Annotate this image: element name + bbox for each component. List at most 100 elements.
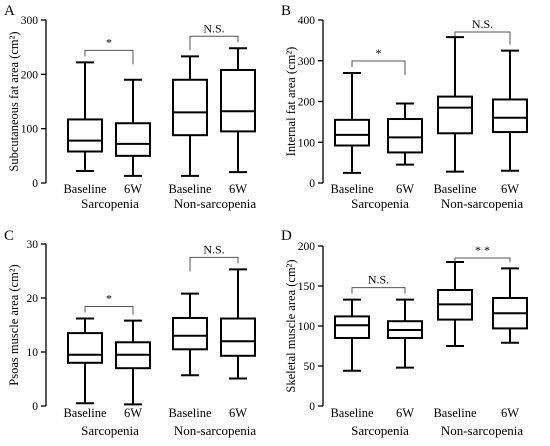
bracket-line (351, 287, 406, 294)
group-label: Non-sarcopenia (174, 423, 257, 438)
iqr-box (334, 118, 370, 147)
iqr-box (387, 118, 423, 154)
significance-bracket: * (84, 35, 134, 65)
box-2 (115, 319, 151, 406)
significance-bracket: * (84, 292, 134, 315)
y-axis-label: Internal fat area (cm²) (284, 47, 298, 157)
bracket-line (351, 60, 406, 75)
y-tick-label: 100 (298, 137, 316, 149)
box-2 (387, 298, 423, 369)
y-tick-label: 20 (27, 293, 39, 305)
group-label: Non-sarcopenia (441, 196, 524, 211)
box-3 (172, 55, 208, 177)
y-tick-label: 150 (298, 281, 316, 293)
x-category-label: 6W (501, 406, 519, 420)
box-4 (220, 268, 256, 380)
x-category-label: 6W (229, 406, 247, 420)
iqr-box (220, 317, 256, 357)
group-label: Sarcopenia (351, 423, 409, 438)
y-tick-label: 400 (298, 15, 316, 27)
bracket-line (189, 256, 239, 272)
box-2 (387, 102, 423, 166)
significance-label: * (106, 35, 112, 49)
iqr-box (115, 122, 151, 157)
significance-bracket: N.S. (189, 21, 239, 51)
significance-label: * (376, 46, 382, 60)
box-2 (115, 78, 151, 177)
significance-label: N.S. (472, 17, 493, 31)
x-category-label: 6W (501, 182, 519, 196)
box-1 (67, 61, 103, 173)
box-4 (492, 49, 528, 172)
significance-bracket: * (351, 46, 406, 75)
y-tick-label: 0 (309, 178, 315, 190)
y-axis-label: Skeletal muscle area (cm²) (284, 259, 298, 392)
box-1 (334, 71, 370, 174)
iqr-box (67, 332, 103, 364)
box-3 (172, 292, 208, 377)
x-category-label: 6W (124, 406, 142, 420)
panel-b: B 0 100 200 300 400 Internal fat area (cm²) Bas… (281, 3, 528, 211)
x-category-label: 6W (229, 182, 247, 196)
box-4 (220, 47, 256, 174)
box-3 (437, 261, 473, 347)
group-label: Sarcopenia (81, 423, 139, 438)
y-tick-label: 50 (304, 361, 316, 373)
box-3 (437, 36, 473, 173)
y-tick-label: 200 (21, 69, 39, 81)
y-tick-label: 0 (309, 401, 315, 413)
x-category-label: Baseline (330, 406, 373, 420)
iqr-box (492, 98, 528, 134)
panel-letter: C (4, 228, 14, 244)
y-tick-label: 200 (298, 97, 316, 109)
y-tick-label: 300 (298, 56, 316, 68)
iqr-box (67, 118, 103, 153)
significance-label: * (106, 292, 112, 306)
y-tick-label: 100 (21, 124, 39, 136)
box-4 (492, 267, 528, 344)
significance-bracket: N.S. (454, 17, 511, 45)
panel-letter: D (281, 228, 292, 244)
panel-letter: B (281, 3, 291, 19)
x-category-label: Baseline (433, 182, 476, 196)
iqr-box (437, 95, 473, 135)
x-category-label: Baseline (63, 182, 106, 196)
significance-label: * * (475, 243, 490, 257)
x-category-label: Baseline (168, 406, 211, 420)
y-tick-label: 100 (298, 321, 316, 333)
box-1 (334, 298, 370, 372)
iqr-box (172, 316, 208, 351)
group-label: Sarcopenia (81, 196, 139, 211)
group-label: Non-sarcopenia (174, 196, 257, 211)
y-tick-label: 10 (27, 347, 39, 359)
y-tick-label: 30 (27, 239, 39, 251)
iqr-box (334, 315, 370, 339)
significance-bracket: * * (454, 243, 511, 263)
box-1 (67, 317, 103, 405)
y-tick-label: 300 (21, 15, 39, 27)
group-label: Non-sarcopenia (441, 423, 524, 438)
significance-label: N.S. (368, 273, 389, 287)
x-category-label: 6W (396, 182, 414, 196)
panel-c: C 0 10 20 30 Psoas muscle area (cm²) Baseline 6… (4, 228, 256, 438)
x-category-label: Baseline (168, 182, 211, 196)
bracket-line (454, 257, 511, 263)
panel-letter: A (4, 3, 15, 19)
significance-label: N.S. (203, 21, 224, 35)
y-tick-label: 0 (32, 401, 38, 413)
iqr-box (172, 78, 208, 137)
significance-label: N.S. (203, 242, 224, 256)
x-category-label: 6W (124, 182, 142, 196)
bracket-line (454, 31, 511, 45)
bracket-line (84, 306, 134, 315)
x-category-label: Baseline (433, 406, 476, 420)
y-axis-label: Subcutaneous fat area (cm²) (7, 31, 21, 171)
significance-bracket: N.S. (351, 273, 406, 294)
x-category-label: Baseline (63, 406, 106, 420)
y-tick-label: 0 (32, 178, 38, 190)
group-label: Sarcopenia (351, 196, 409, 211)
x-category-label: 6W (396, 406, 414, 420)
